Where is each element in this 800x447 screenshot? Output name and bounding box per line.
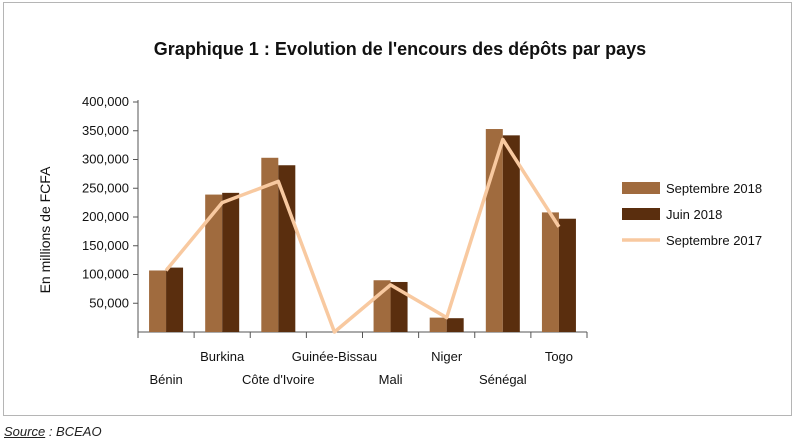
y-tick-label: 400,000: [82, 94, 129, 109]
y-tick-label: 200,000: [82, 209, 129, 224]
series-line-sep-2017: [164, 137, 561, 334]
category-label: Côte d'Ivoire: [242, 372, 315, 387]
legend-swatch: [622, 182, 660, 194]
legend-label: Septembre 2017: [666, 233, 762, 248]
legend-swatch: [622, 208, 660, 220]
bar-jun-2018: [222, 192, 240, 332]
bar-sep-2018: [261, 157, 279, 332]
y-tick-label: 250,000: [82, 180, 129, 195]
category-label: Togo: [545, 349, 573, 364]
plot-area: 50,000 100,000 150,000 200,000 250,000 300,00…: [82, 94, 588, 387]
y-tick-label: 50,000: [89, 295, 129, 310]
category-label: Niger: [431, 349, 463, 364]
bar-sep-2018: [149, 270, 167, 332]
category-label: Burkina: [200, 349, 245, 364]
bar-jun-2018: [390, 281, 408, 332]
category-label: Mali: [379, 372, 403, 387]
chart: Graphique 1 : Evolution de l'encours des…: [37, 39, 762, 387]
legend: Septembre 2018 Juin 2018 Septembre 2017: [622, 181, 762, 248]
category-label: Bénin: [149, 372, 182, 387]
bar-jun-2018: [558, 218, 576, 332]
legend-label: Septembre 2018: [666, 181, 762, 196]
bar-sep-2018: [373, 280, 391, 332]
category-label: Sénégal: [479, 372, 527, 387]
source-label: Source: [4, 424, 46, 439]
chart-title: Graphique 1 : Evolution de l'encours des…: [154, 39, 646, 59]
bar-sep-2018: [485, 129, 503, 332]
source-text: : BCEAO: [45, 424, 102, 439]
y-axis-label: En millions de FCFA: [37, 166, 53, 293]
y-tick-label: 350,000: [82, 123, 129, 138]
bar-sep-2018: [429, 317, 447, 332]
legend-label: Juin 2018: [666, 207, 722, 222]
bar-jun-2018: [502, 135, 520, 332]
bar-jun-2018: [278, 165, 296, 332]
bar-jun-2018: [166, 267, 184, 332]
bar-sep-2018: [205, 194, 223, 332]
y-tick-label: 100,000: [82, 267, 129, 282]
bar-jun-2018: [446, 318, 464, 332]
y-tick-label: 150,000: [82, 238, 129, 253]
chart-frame: [3, 2, 792, 416]
y-tick-label: 300,000: [82, 152, 129, 167]
category-label: Guinée-Bissau: [292, 349, 377, 364]
source-note: Source : BCEAO: [4, 424, 102, 439]
bar-sep-2018: [541, 212, 559, 332]
